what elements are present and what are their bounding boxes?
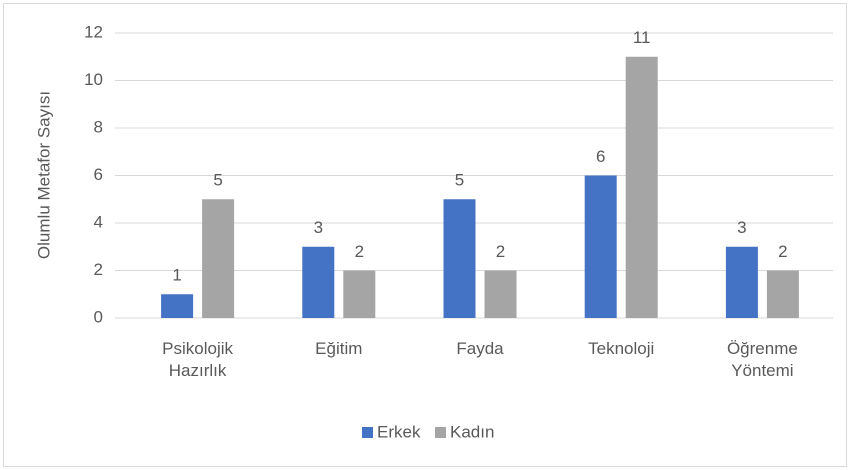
y-tick-label: 6 — [94, 165, 103, 184]
y-axis-title: Olumlu Metafor Sayısı — [34, 91, 53, 259]
y-tick-label: 4 — [94, 212, 103, 231]
bar — [725, 246, 758, 318]
data-label: 2 — [355, 242, 364, 261]
data-label: 6 — [596, 147, 605, 166]
data-label: 5 — [213, 171, 222, 190]
data-label: 3 — [314, 218, 323, 237]
data-label: 11 — [633, 28, 651, 47]
legend-swatch — [362, 427, 373, 438]
bar — [202, 199, 235, 318]
x-tick-label: Öğrenme Yöntemi — [726, 339, 798, 380]
bar — [625, 56, 658, 318]
legend-label: Kadın — [450, 422, 494, 441]
y-tick-label: 2 — [94, 260, 103, 279]
x-tick-label: Psikolojik Hazırlık — [162, 339, 234, 380]
bar — [443, 199, 476, 318]
chart-border — [3, 3, 847, 467]
legend-swatch — [435, 427, 446, 438]
bar — [584, 175, 617, 318]
bar — [484, 270, 517, 318]
bar — [302, 246, 335, 318]
bar — [766, 270, 799, 318]
data-label: 2 — [778, 242, 787, 261]
y-tick-label: 10 — [84, 70, 103, 89]
y-tick-label: 0 — [94, 307, 103, 326]
data-label: 3 — [737, 218, 746, 237]
data-label: 5 — [455, 171, 464, 190]
bar — [343, 270, 376, 318]
y-tick-label: 8 — [94, 117, 103, 136]
x-tick-label: Eğitim — [315, 339, 363, 358]
data-label: 2 — [496, 242, 505, 261]
legend-label: Erkek — [377, 422, 421, 441]
y-tick-label: 12 — [84, 22, 103, 41]
data-label: 1 — [172, 266, 181, 285]
bar — [161, 294, 194, 318]
x-tick-label: Fayda — [456, 339, 504, 358]
x-tick-label: Teknoloji — [588, 339, 655, 358]
